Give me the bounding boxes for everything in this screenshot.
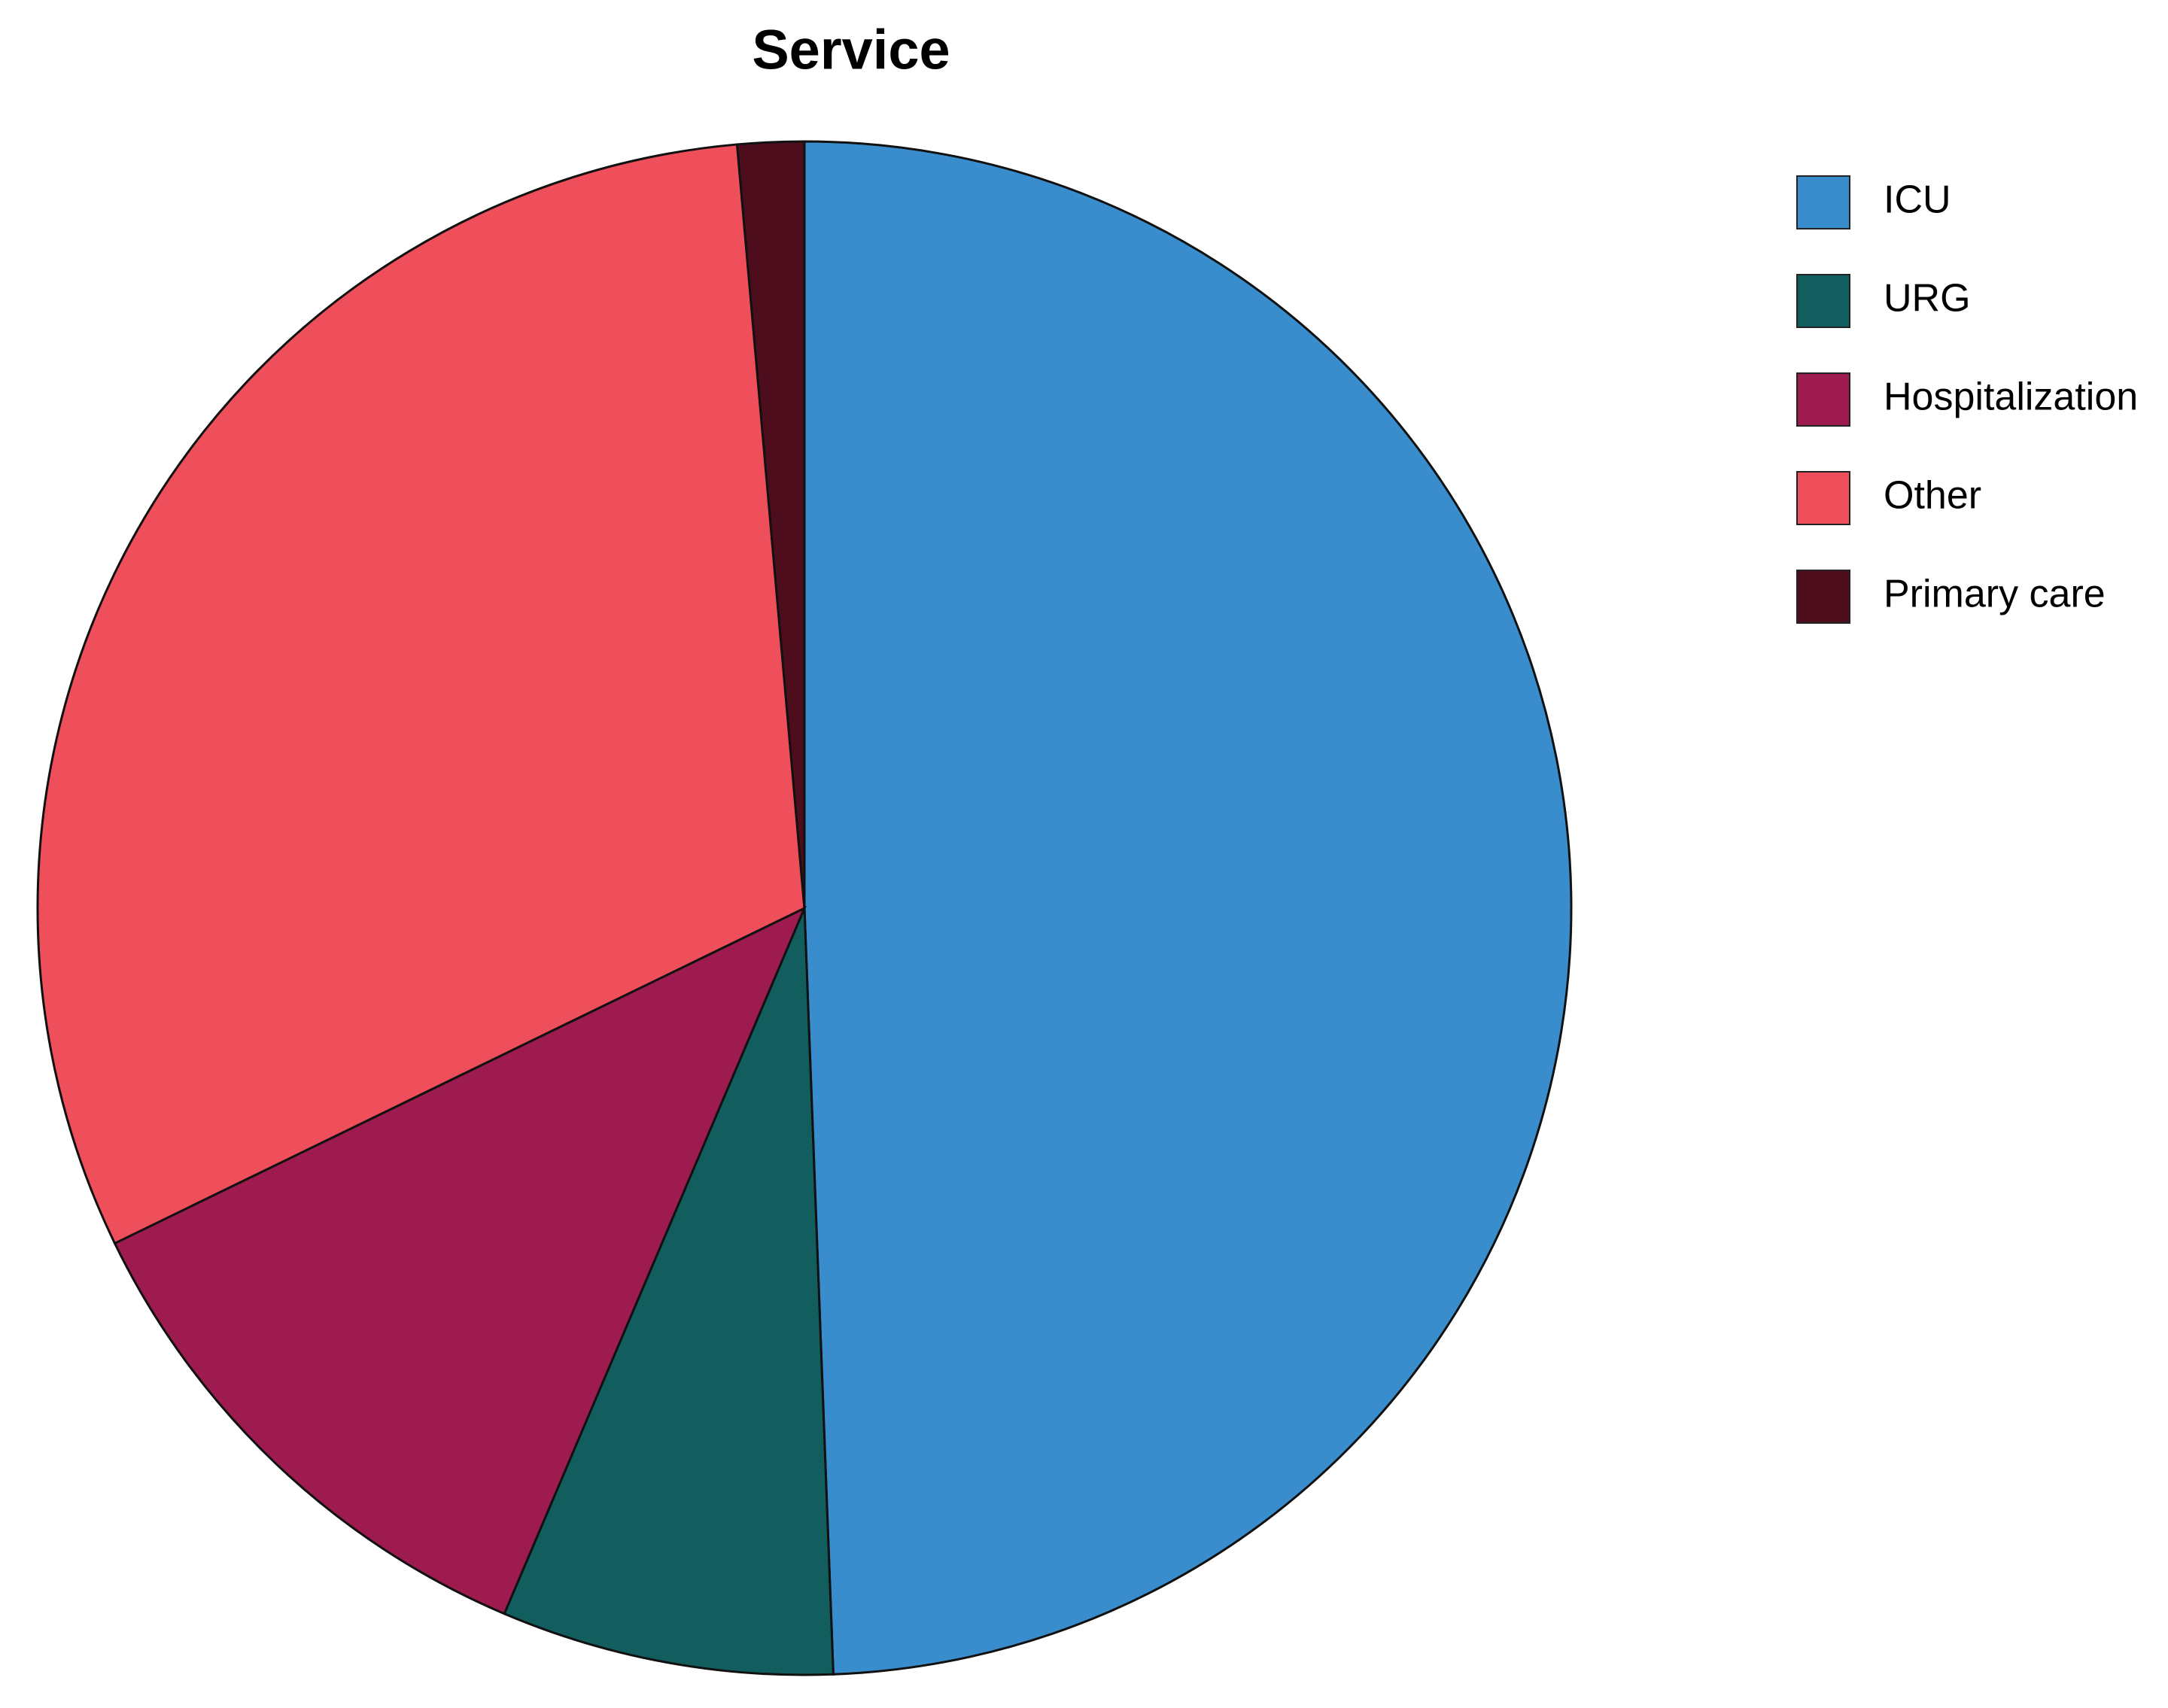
legend-swatch bbox=[1796, 274, 1850, 328]
legend-label: Other bbox=[1884, 474, 1981, 518]
legend-label: Hospitalization bbox=[1884, 375, 2138, 419]
legend-label: Primary care bbox=[1884, 573, 2106, 616]
legend-swatch bbox=[1796, 471, 1850, 525]
chart-title: Service bbox=[752, 19, 950, 81]
legend-swatch bbox=[1796, 175, 1850, 229]
pie-slice bbox=[36, 143, 806, 1245]
legend-swatch bbox=[1796, 372, 1850, 427]
pie-slice bbox=[803, 140, 1573, 1676]
pie-slice bbox=[735, 140, 806, 909]
legend-swatch bbox=[1796, 570, 1850, 624]
pie-slice bbox=[113, 905, 807, 1615]
legend-label: URG bbox=[1884, 277, 1971, 321]
legend-label: ICU bbox=[1884, 178, 1951, 222]
pie-slice bbox=[503, 907, 835, 1676]
